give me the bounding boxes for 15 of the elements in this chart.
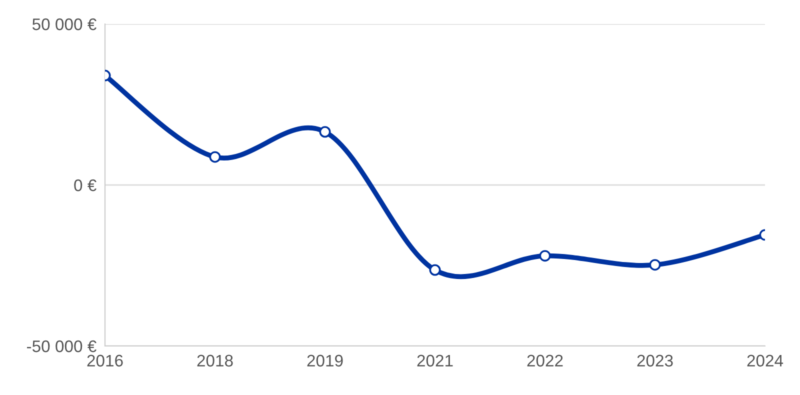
x-tick-label: 2021 [417, 354, 453, 367]
y-tick-label: 50 000 € [32, 18, 96, 30]
point [319, 126, 331, 138]
point [429, 264, 441, 276]
x-tick-label: 2022 [527, 354, 563, 367]
point [539, 250, 551, 262]
y-tick-label: -50 000 € [26, 340, 96, 352]
point [209, 151, 221, 163]
x-tick-label: 2018 [197, 354, 233, 367]
point [649, 259, 661, 271]
y-tick-label: 0 € [74, 179, 96, 192]
x-tick-label: 2023 [637, 354, 673, 367]
x-tick-label: 2024 [747, 354, 784, 367]
x-tick-label: 2016 [87, 354, 123, 367]
x-tick-label: 2019 [307, 354, 343, 367]
